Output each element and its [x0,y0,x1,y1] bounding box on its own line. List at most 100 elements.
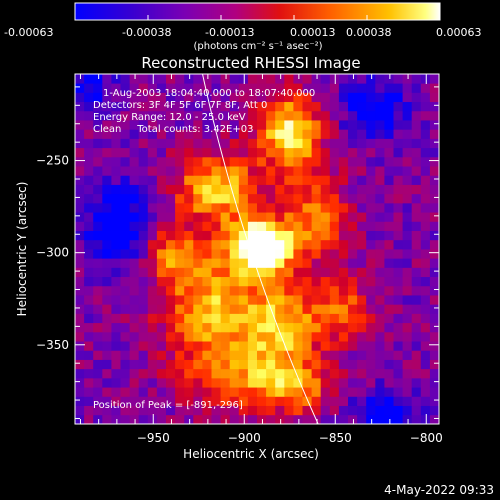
heatmap-cell [411,377,422,388]
heatmap-cell [120,101,130,112]
heatmap-cell [202,120,212,130]
heatmap-cell [75,267,85,278]
heatmap-cell [93,101,103,112]
heatmap-cell [311,249,322,259]
heatmap-cell [138,285,149,296]
heatmap-cell [147,166,158,176]
heatmap-cell [166,368,176,379]
heatmap-cell [420,295,431,305]
heatmap-cell [156,304,167,314]
heatmap-cell [175,341,185,351]
heatmap-cell [402,193,413,204]
heatmap-cell [247,249,258,259]
heatmap-cell [220,313,231,324]
heatmap-cell [220,193,231,204]
heatmap-cell [320,350,331,360]
heatmap-cell [220,92,231,103]
heatmap-cell [175,295,185,305]
heatmap-cell [357,258,367,268]
heatmap-cell [357,331,367,342]
heatmap-cell [111,166,121,176]
heatmap-cell [329,368,340,379]
heatmap-cell [384,285,394,296]
heatmap-cell [302,331,312,342]
heatmap-cell [266,322,276,333]
heatmap-cell [211,285,221,296]
heatmap-cell [420,331,431,342]
heatmap-cell [247,267,258,278]
heatmap-cell [184,74,194,84]
heatmap-cell [293,184,303,195]
heatmap-cell [202,368,212,379]
heatmap-cell [329,341,340,351]
heatmap-cell [393,377,403,388]
heatmap-cell [429,377,439,388]
heatmap-cell [247,156,258,167]
heatmap-cell [348,184,358,195]
heatmap-cell [238,83,249,93]
heatmap-cell [402,414,413,424]
heatmap-cell [357,147,367,158]
heatmap-cell [229,138,240,149]
heatmap-cell [175,258,185,268]
heatmap-cell [93,129,103,139]
heatmap-cell [75,92,85,103]
heatmap-cell [257,285,267,296]
heatmap-cell [275,341,285,351]
heatmap-cell [429,202,439,213]
heatmap-cell [329,92,340,103]
heatmap-cell [193,184,203,195]
heatmap-cell [120,405,130,416]
heatmap-cell [429,341,439,351]
heatmap-cell [111,138,121,149]
heatmap-cell [202,276,212,287]
heatmap-cell [138,387,149,397]
heatmap-cell [266,239,276,250]
heatmap-cell [238,92,249,103]
heatmap-cell [302,120,312,130]
heatmap-cell [402,138,413,149]
heatmap-cell [211,295,221,305]
heatmap-cell [138,74,149,84]
heatmap-cell [384,110,394,121]
heatmap-cell [193,267,203,278]
heatmap-cell [411,202,422,213]
heatmap-cell [102,101,112,112]
heatmap-cell [420,304,431,314]
heatmap-cell [320,147,331,158]
heatmap-cell [84,295,94,305]
heatmap-cell [166,202,176,213]
peak-position-label: Position of Peak = [-891,-296] [93,400,243,411]
heatmap-cell [357,405,367,416]
heatmap-cell [202,295,212,305]
heatmap-cell [247,193,258,204]
heatmap-cell [147,221,158,231]
heatmap-cell [166,258,176,268]
heatmap-cell [275,313,285,324]
heatmap-cell [375,377,385,388]
heatmap-cell [366,239,376,250]
heatmap-cell [229,377,240,388]
heatmap-cell [402,322,413,333]
heatmap-cell [247,322,258,333]
heatmap-cell [184,258,194,268]
heatmap-cell [275,193,285,204]
heatmap-cell [375,193,385,204]
heatmap-cell [102,350,112,360]
heatmap-cell [284,387,294,397]
heatmap-cell [111,331,121,342]
heatmap-cell [311,175,322,185]
heatmap-cell [266,230,276,241]
heatmap-cell [229,285,240,296]
heatmap-cell [338,138,349,149]
heatmap-cell [402,166,413,176]
heatmap-cell [111,221,121,231]
heatmap-cell [375,249,385,259]
heatmap-cell [402,341,413,351]
heatmap-cell [147,295,158,305]
heatmap-cell [348,230,358,241]
heatmap-cell [202,110,212,121]
heatmap-cell [102,258,112,268]
heatmap-cell [238,175,249,185]
heatmap-cell [275,239,285,250]
